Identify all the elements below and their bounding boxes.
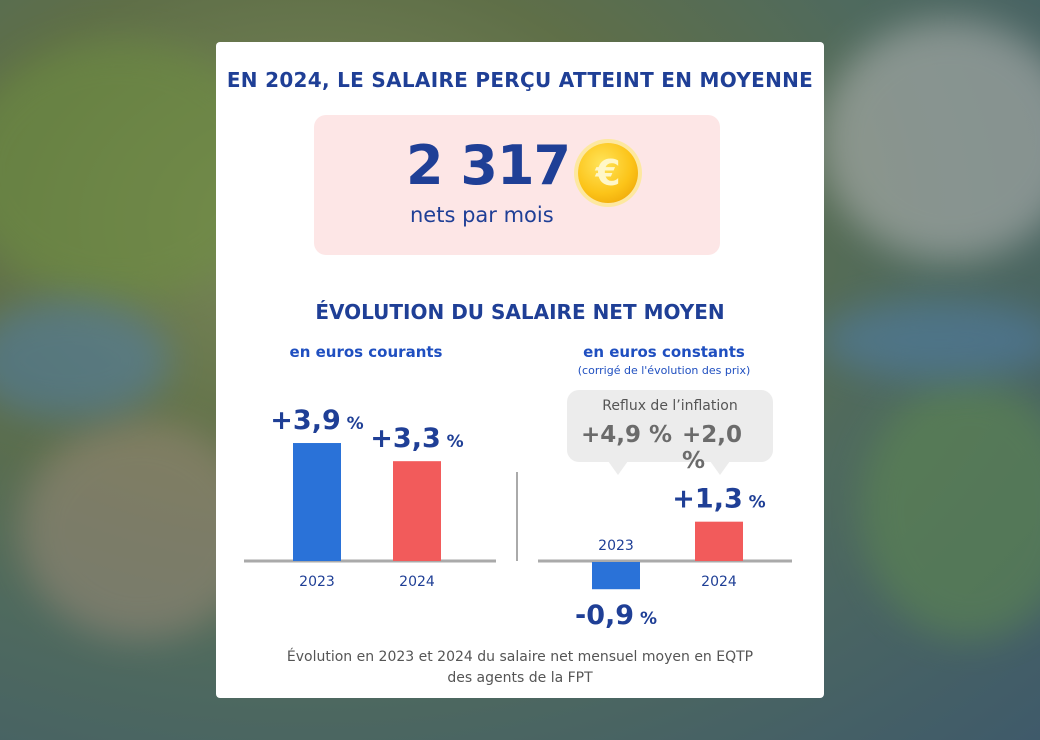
- inflation-value-2023: +4,9 %: [581, 422, 673, 448]
- inflation-bubble: Reflux de l’inflation +4,9 % +2,0 %: [567, 390, 773, 474]
- salary-amount: 2 317: [406, 134, 571, 197]
- bar-1-2024: [695, 521, 743, 561]
- value-label-0-0: +3,9 %: [270, 405, 363, 436]
- inflation-bubble-title: Reflux de l’inflation: [602, 398, 738, 414]
- category-label-1-1: 2024: [701, 574, 737, 590]
- value-label-1-1: +1,3 %: [672, 484, 765, 515]
- infographic-card: EN 2024, LE SALAIRE PERÇU ATTEINT EN MOY…: [216, 42, 824, 698]
- category-label-0-1: 2024: [399, 574, 435, 590]
- chart-left-title: en euros courants: [289, 343, 443, 361]
- chart-right-subtitle: (corrigé de l'évolution des prix): [577, 364, 751, 377]
- bar-0-2023: [293, 443, 341, 561]
- bar-charts: 2023 +3,9 % 2024 +3,3 % 2023 -0,9 % 2024 +1,3 %: [244, 405, 792, 631]
- inflation-value-2024: +2,0 %: [682, 422, 743, 474]
- category-label-1-0: 2023: [598, 538, 634, 554]
- section-title: ÉVOLUTION DU SALAIRE NET MOYEN: [315, 300, 725, 324]
- bubble-tail-2024: [710, 461, 730, 475]
- footnote-line-2: des agents de la FPT: [447, 670, 593, 686]
- bar-1-2023: [592, 562, 640, 590]
- bar-0-2024: [393, 461, 441, 561]
- footnote-line-1: Évolution en 2023 et 2024 du salaire net…: [286, 649, 754, 665]
- bubble-tail-2023: [608, 461, 628, 475]
- footnote: Évolution en 2023 et 2024 du salaire net…: [236, 647, 804, 689]
- value-label-0-1: +3,3 %: [370, 423, 463, 454]
- salary-unit: nets par mois: [410, 203, 554, 227]
- euro-coin-icon: €: [578, 143, 638, 203]
- headline: EN 2024, LE SALAIRE PERÇU ATTEINT EN MOY…: [226, 68, 814, 92]
- chart-right-title: en euros constants: [583, 343, 745, 361]
- value-label-1-0: -0,9 %: [575, 600, 657, 631]
- category-label-0-0: 2023: [299, 574, 335, 590]
- salary-box: 2 317 € nets par mois: [314, 115, 720, 255]
